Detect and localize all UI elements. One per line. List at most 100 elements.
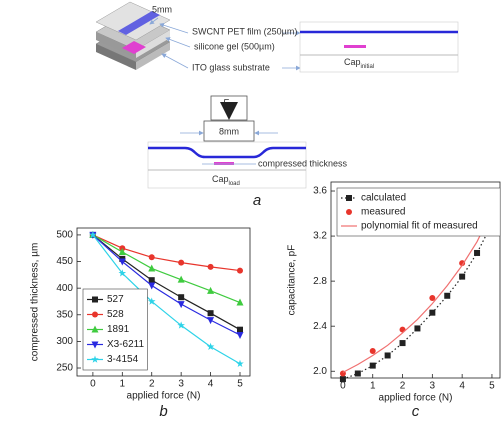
legend-label: 527 — [107, 294, 124, 305]
marker — [339, 376, 346, 383]
series-line — [92, 234, 241, 272]
cap-main: Cap — [344, 57, 361, 67]
legend-marker — [91, 355, 99, 363]
series-line — [92, 234, 241, 304]
legend-label: 528 — [107, 309, 124, 320]
y-tick-label: 2.0 — [313, 366, 327, 377]
legend-marker — [91, 325, 99, 333]
dim-label: 5mm — [152, 4, 172, 14]
cross-section — [299, 21, 459, 73]
marker — [236, 359, 244, 367]
cap-main: Cap — [212, 174, 229, 184]
legend-label: 3-4154 — [107, 354, 139, 365]
panel-label: c — [412, 403, 420, 420]
diagram-a: 5mm SWCNT PET film (250µm) silicone gel … — [95, 1, 459, 209]
cap-label: Capinitial — [344, 57, 374, 69]
marker — [177, 275, 185, 283]
layer-label: silicone gel (500µm) — [194, 41, 275, 51]
legend-label: X3-6211 — [107, 339, 145, 350]
glass-side — [136, 42, 170, 70]
y-tick-label: 2.4 — [313, 321, 327, 332]
marker — [207, 317, 215, 325]
marker — [147, 297, 156, 305]
marker — [148, 282, 156, 290]
x-tick-label: 4 — [459, 381, 465, 392]
marker — [459, 260, 466, 267]
press-block — [203, 120, 255, 142]
marker — [384, 352, 391, 359]
marker — [118, 269, 127, 277]
marker — [207, 286, 215, 294]
x-tick-label: 3 — [430, 381, 436, 392]
electrode — [214, 162, 234, 165]
y-tick-label: 300 — [56, 336, 73, 347]
y-tick-label: 350 — [56, 309, 73, 320]
film-layer — [95, 1, 171, 41]
legend-marker — [92, 296, 98, 303]
marker — [207, 310, 214, 317]
marker — [474, 249, 481, 256]
series-line — [342, 223, 493, 380]
marker — [177, 321, 185, 329]
plot-frame — [330, 181, 501, 379]
compressed-label: compressed thickness — [258, 158, 348, 168]
electrode — [344, 45, 366, 48]
legend-marker — [92, 311, 98, 318]
series-line — [92, 234, 241, 365]
marker — [459, 273, 466, 280]
panel-label: b — [159, 403, 167, 420]
ito-patch — [122, 41, 146, 54]
y-tick-label: 3.2 — [313, 231, 327, 242]
panel-label: a — [253, 192, 261, 209]
gel-side — [136, 30, 170, 58]
cap-label: Capload — [212, 174, 240, 186]
marker — [207, 263, 214, 270]
y-tick-label: 250 — [56, 363, 73, 374]
x-tick-label: 5 — [237, 379, 243, 390]
legend-marker — [91, 341, 99, 349]
gel-side — [96, 32, 136, 58]
marker — [236, 298, 244, 306]
marker — [178, 259, 185, 266]
marker — [206, 342, 215, 350]
marker — [429, 295, 436, 302]
marker — [369, 347, 376, 354]
x-axis-label: applied force (N) — [127, 391, 201, 402]
y-axis-label: compressed thickness, µm — [30, 243, 41, 362]
series-line — [92, 234, 241, 331]
cap-sub: load — [229, 181, 240, 187]
layer-label: SWCNT PET film (250µm) — [192, 26, 297, 36]
x-tick-label: 0 — [90, 379, 96, 390]
marker — [178, 294, 185, 301]
legend-marker — [346, 195, 352, 201]
marker — [369, 362, 376, 369]
legend-label: 1891 — [107, 324, 130, 335]
marker — [148, 264, 156, 272]
layer-label: ITO glass substrate — [192, 62, 270, 72]
marker — [414, 325, 421, 332]
marker — [444, 292, 451, 299]
marker — [236, 332, 244, 340]
marker — [118, 247, 126, 255]
cap-sub: initial — [361, 64, 375, 70]
series-line — [342, 211, 493, 373]
dim-label: 8mm — [219, 126, 239, 136]
marker — [177, 301, 185, 309]
legend-box — [336, 187, 501, 237]
y-tick-label: 400 — [56, 283, 73, 294]
series-line — [92, 234, 241, 336]
cnt-film — [148, 146, 306, 159]
x-tick-label: 3 — [178, 379, 184, 390]
x-tick-label: 1 — [120, 379, 126, 390]
x-tick-label: 2 — [149, 379, 155, 390]
legend-label: measured — [361, 207, 405, 218]
marker — [148, 277, 155, 284]
plot-frame — [76, 227, 251, 377]
legend-label: calculated — [361, 193, 406, 204]
marker — [236, 326, 243, 333]
y-tick-label: 2.8 — [313, 276, 327, 287]
glass-side — [96, 44, 136, 70]
x-tick-label: 5 — [489, 381, 495, 392]
marker — [148, 254, 155, 261]
x-tick-label: 4 — [208, 379, 214, 390]
